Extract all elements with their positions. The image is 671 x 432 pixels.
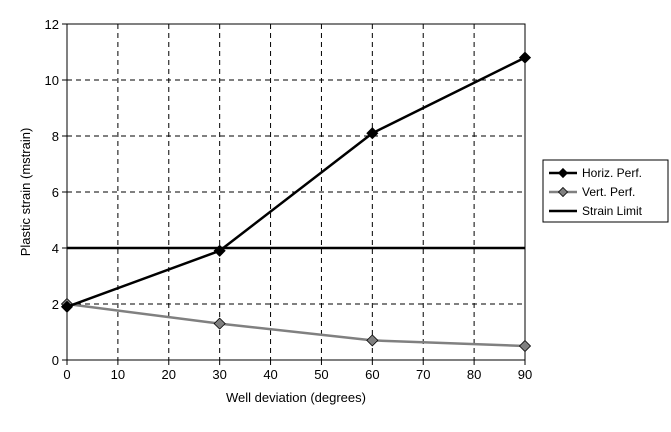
x-tick-label: 50: [314, 367, 328, 382]
data-point-horiz-perf: [518, 51, 532, 64]
data-point-horiz-perf: [366, 127, 379, 140]
legend-marker-horiz-perf: [557, 167, 569, 179]
x-tick-label: 10: [111, 367, 125, 382]
x-tick-label: 70: [416, 367, 430, 382]
y-axis-title: Plastic strain (mstrain): [18, 128, 33, 257]
legend-label-horiz-perf: Horiz. Perf.: [582, 166, 642, 180]
legend-label-vert-perf: Vert. Perf.: [582, 185, 635, 199]
x-tick-label: 80: [467, 367, 481, 382]
y-tick-label: 8: [52, 129, 59, 144]
y-tick-label: 6: [52, 185, 59, 200]
y-tick-label: 0: [52, 353, 59, 368]
y-tick-label: 2: [52, 297, 59, 312]
data-point-vert-perf: [366, 334, 379, 347]
series-line-horiz-perf: [66, 56, 526, 308]
data-point-horiz-perf: [60, 300, 74, 313]
data-point-horiz-perf: [213, 244, 226, 257]
legend-label-strain-limit: Strain Limit: [582, 204, 643, 218]
y-tick-label: 4: [52, 241, 59, 256]
x-tick-label: 40: [263, 367, 277, 382]
grid-lines: [67, 24, 525, 360]
x-tick-label: 90: [518, 367, 532, 382]
data-point-vert-perf: [518, 339, 532, 353]
series-layer: [60, 51, 532, 353]
y-tick-label: 12: [45, 17, 59, 32]
data-point-vert-perf: [213, 317, 226, 330]
y-tick-labels: 0 2 4 6 8 10 12: [45, 17, 59, 368]
y-tick-label: 10: [45, 73, 59, 88]
x-tick-label: 0: [63, 367, 70, 382]
x-tick-label: 20: [162, 367, 176, 382]
legend-marker-vert-perf: [557, 186, 569, 198]
legend: Horiz. Perf. Vert. Perf. Strain Limit: [542, 159, 669, 223]
x-axis-title: Well deviation (degrees): [226, 390, 366, 405]
x-tick-label: 60: [365, 367, 379, 382]
x-tick-labels: 0 10 20 30 40 50 60 70 80 90: [63, 367, 532, 382]
x-tick-label: 30: [212, 367, 226, 382]
series-line-vert-perf: [66, 302, 526, 348]
